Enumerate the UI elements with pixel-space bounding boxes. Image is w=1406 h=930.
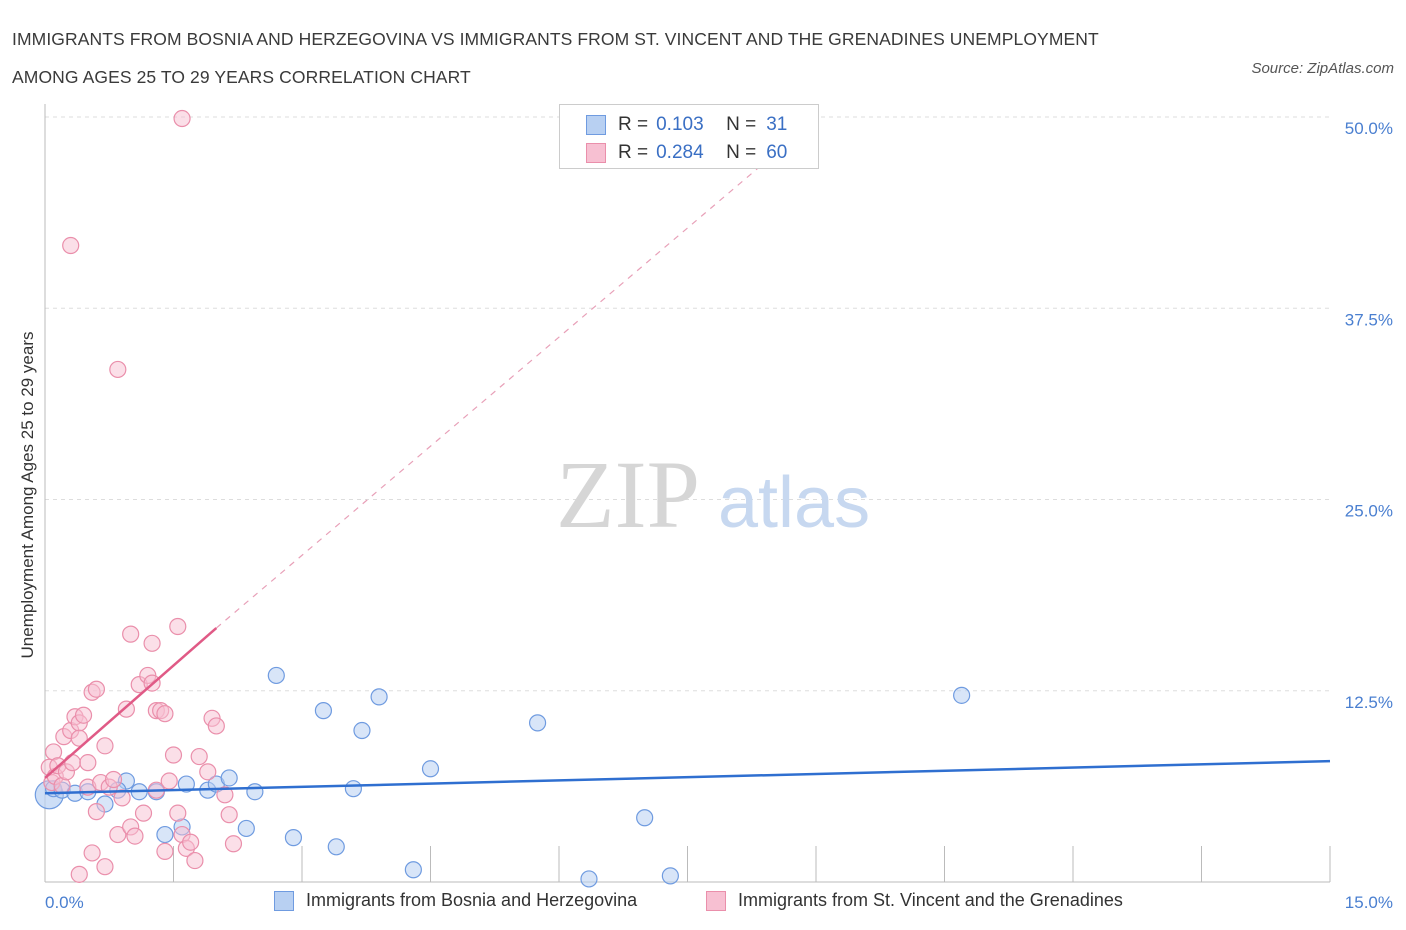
data-point-bosnia <box>528 714 547 732</box>
grid-lines <box>45 116 1330 692</box>
data-point-stvincent <box>199 763 217 781</box>
data-point-stvincent <box>70 729 88 747</box>
legend-n-key: N = <box>726 114 757 135</box>
bottom-legend-label-stvincent: Immigrants from St. Vincent and the Gren… <box>738 890 1123 910</box>
data-point-stvincent <box>134 804 153 822</box>
data-point-stvincent <box>182 833 200 851</box>
legend-r-value: 0.103 <box>656 114 704 135</box>
watermark-zip: ZIP <box>556 441 700 548</box>
data-point-stvincent <box>79 754 97 772</box>
data-point-bosnia <box>246 783 264 801</box>
data-point-stvincent <box>87 680 106 698</box>
data-point-bosnia <box>284 829 303 847</box>
data-point-stvincent <box>74 706 93 724</box>
bottom-legend-bosnia: Immigrants from Bosnia and Herzegovina <box>274 890 637 911</box>
legend-r-key: R = <box>618 114 649 135</box>
data-point-stvincent <box>169 617 187 636</box>
data-point-bosnia <box>353 721 371 740</box>
data-point-stvincent <box>156 705 174 723</box>
x-tick-label-max: 15.0% <box>1345 893 1393 912</box>
data-point-bosnia <box>267 666 285 685</box>
trend-line-stvincent-extension <box>215 154 774 629</box>
data-point-stvincent <box>224 835 243 853</box>
data-point-stvincent <box>109 360 127 379</box>
data-point-bosnia <box>237 819 255 838</box>
y-tick-label: 37.5% <box>1345 310 1393 329</box>
legend-r-value: 0.284 <box>656 142 704 163</box>
trend-line-stvincent <box>44 627 218 779</box>
data-point-bosnia <box>421 760 440 778</box>
data-point-bosnia <box>177 775 195 793</box>
data-point-stvincent <box>173 109 191 128</box>
trend-lines <box>44 154 1331 795</box>
data-point-bosnia <box>156 825 174 844</box>
watermark-atlas: atlas <box>718 463 870 543</box>
data-point-stvincent <box>113 789 131 807</box>
data-point-bosnia <box>953 686 971 704</box>
data-point-stvincent <box>109 825 127 844</box>
y-tick-label: 12.5% <box>1345 693 1393 712</box>
bottom-legend-swatch-blue <box>274 890 294 911</box>
data-point-stvincent <box>186 851 204 870</box>
data-point-stvincent <box>70 865 88 883</box>
data-point-bosnia <box>661 867 679 885</box>
data-point-bosnia <box>314 702 333 720</box>
data-point-stvincent <box>117 700 135 718</box>
legend-n-key: N = <box>726 142 757 163</box>
x-tick-label-min: 0.0% <box>45 893 84 912</box>
data-point-stvincent <box>190 747 208 766</box>
data-point-bosnia <box>580 870 598 888</box>
data-point-stvincent <box>87 803 106 821</box>
data-point-stvincent <box>96 858 114 876</box>
data-point-stvincent <box>122 625 140 643</box>
chart-title-line2: AMONG AGES 25 TO 29 YEARS CORRELATION CH… <box>12 67 471 87</box>
legend-swatch-blue <box>586 115 606 135</box>
data-point-stvincent <box>83 844 101 862</box>
bottom-legend-label-bosnia: Immigrants from Bosnia and Herzegovina <box>306 890 638 910</box>
data-point-stvincent <box>220 806 238 824</box>
data-point-bosnia <box>636 809 654 827</box>
data-point-bosnia <box>404 861 422 879</box>
stats-legend: R = 0.103 N = 31 R = 0.284 N = 60 <box>559 104 819 169</box>
watermark: ZIP atlas <box>556 441 870 548</box>
legend-swatch-pink <box>586 143 606 163</box>
data-point-stvincent <box>143 634 161 652</box>
chart-title-line1: IMMIGRANTS FROM BOSNIA AND HERZEGOVINA V… <box>12 29 1099 49</box>
data-point-bosnia <box>370 688 388 706</box>
bottom-legend-swatch-pink <box>706 890 726 911</box>
legend-n-value: 60 <box>766 142 788 163</box>
trend-line-bosnia <box>44 759 1331 795</box>
y-tick-label: 50.0% <box>1345 119 1393 138</box>
data-point-stvincent <box>62 236 80 255</box>
data-point-stvincent <box>96 737 114 755</box>
source-label: Source: ZipAtlas.com <box>1251 60 1394 77</box>
data-point-bosnia <box>220 769 238 787</box>
data-point-stvincent <box>207 717 225 735</box>
data-point-bosnia <box>344 780 362 798</box>
data-point-stvincent <box>126 827 144 845</box>
data-point-stvincent <box>216 786 234 804</box>
series-stvincent-points <box>40 109 243 883</box>
tick-labels: 12.5% 25.0% 37.5% 50.0% 0.0% 15.0% <box>45 119 1393 912</box>
bottom-legend-stvincent: Immigrants from St. Vincent and the Gren… <box>706 890 1123 911</box>
data-point-bosnia <box>327 838 345 856</box>
data-point-stvincent <box>104 770 123 789</box>
legend-r-key: R = <box>618 142 649 163</box>
data-point-stvincent <box>164 746 183 764</box>
legend-row-stvincent: R = 0.284 N = 60 <box>586 141 787 165</box>
data-point-stvincent <box>63 754 82 772</box>
legend-row-bosnia: R = 0.103 N = 31 <box>586 113 787 137</box>
legend-n-value: 31 <box>766 114 788 135</box>
data-point-stvincent <box>156 842 174 861</box>
data-point-stvincent <box>169 804 187 822</box>
chart-title: IMMIGRANTS FROM BOSNIA AND HERZEGOVINA V… <box>12 20 1212 96</box>
y-tick-label: 25.0% <box>1345 502 1393 521</box>
